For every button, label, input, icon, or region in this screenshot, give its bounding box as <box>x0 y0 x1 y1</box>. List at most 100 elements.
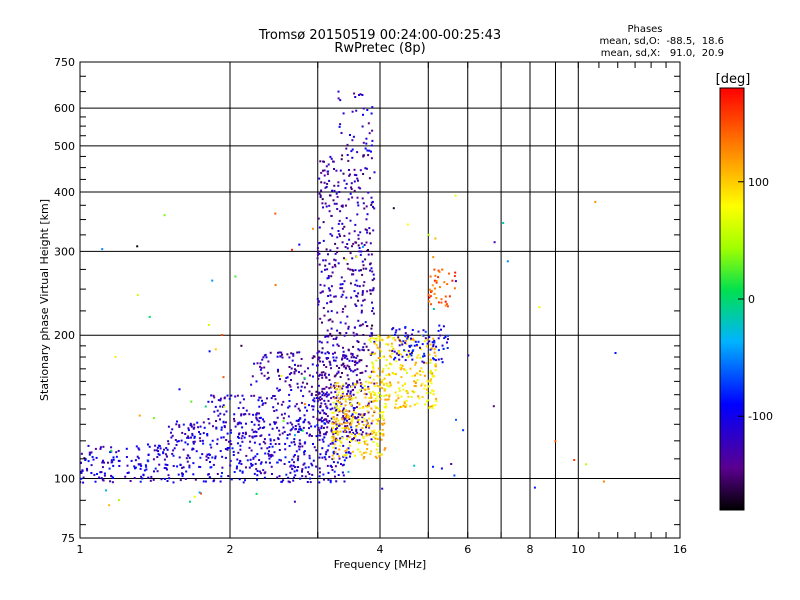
data-point <box>398 389 401 392</box>
data-point <box>375 457 378 460</box>
stats-heading: Phases <box>627 24 662 35</box>
data-point <box>365 451 368 454</box>
data-point <box>437 301 440 304</box>
data-point <box>337 474 340 476</box>
data-point <box>257 423 260 426</box>
data-point <box>369 262 372 265</box>
data-point <box>175 423 178 426</box>
data-point <box>361 348 364 351</box>
data-point <box>291 248 293 251</box>
data-point <box>308 427 310 430</box>
data-point <box>448 272 450 275</box>
data-point <box>229 429 232 432</box>
data-point <box>147 454 150 456</box>
data-point <box>353 173 356 176</box>
data-point <box>223 406 226 408</box>
data-point <box>332 199 335 202</box>
data-point <box>420 348 423 351</box>
data-point <box>287 480 290 483</box>
data-point <box>328 373 330 376</box>
data-point <box>331 421 334 424</box>
data-point <box>323 399 326 402</box>
data-point <box>433 351 436 354</box>
data-point <box>308 434 311 437</box>
data-point <box>326 449 329 452</box>
data-point <box>435 297 438 300</box>
data-point <box>365 439 368 442</box>
data-point <box>370 201 373 204</box>
data-point <box>316 253 319 256</box>
data-point <box>279 355 282 358</box>
data-point <box>224 456 227 459</box>
data-point <box>323 314 326 317</box>
data-point <box>356 201 359 204</box>
data-point <box>318 226 321 229</box>
data-point <box>336 372 339 375</box>
data-point <box>317 358 320 361</box>
data-point <box>269 351 272 354</box>
data-point <box>239 460 242 463</box>
data-point <box>325 405 328 408</box>
data-point <box>157 453 160 456</box>
data-point <box>254 430 257 433</box>
data-point <box>171 434 174 437</box>
data-point <box>262 440 265 443</box>
data-point <box>336 311 339 314</box>
data-point <box>351 139 354 142</box>
data-point <box>334 259 337 262</box>
data-point <box>345 382 348 385</box>
data-point <box>327 399 330 402</box>
data-point <box>323 174 326 177</box>
data-point <box>226 394 229 397</box>
data-point <box>198 431 200 433</box>
data-point <box>359 93 362 96</box>
data-point <box>431 372 434 375</box>
data-point <box>297 457 300 460</box>
data-point <box>327 310 330 313</box>
data-point <box>219 418 221 421</box>
data-point <box>304 475 307 478</box>
data-point <box>350 398 353 401</box>
data-point <box>332 401 335 404</box>
data-point <box>316 400 319 403</box>
data-point <box>350 296 353 299</box>
data-point <box>378 335 381 338</box>
data-point <box>130 459 133 462</box>
data-point <box>336 426 339 429</box>
data-point <box>201 439 204 442</box>
data-point <box>362 424 365 426</box>
data-point <box>326 329 329 332</box>
data-point <box>164 478 166 480</box>
data-point <box>336 343 339 346</box>
data-point <box>202 432 205 435</box>
data-point <box>295 369 298 372</box>
data-point <box>442 347 445 350</box>
data-point <box>221 466 224 469</box>
data-point <box>328 420 331 422</box>
data-point <box>223 396 226 399</box>
data-point <box>358 94 360 96</box>
data-point <box>370 396 373 399</box>
data-point <box>319 434 322 437</box>
data-point <box>371 200 374 203</box>
data-point <box>416 379 419 382</box>
data-point <box>357 419 360 422</box>
data-point <box>427 399 430 402</box>
data-point <box>371 270 374 273</box>
data-point <box>332 396 335 398</box>
data-point <box>263 366 266 369</box>
data-point <box>309 477 311 480</box>
data-point <box>356 361 359 364</box>
data-point <box>350 426 353 429</box>
data-point <box>467 354 470 357</box>
data-point <box>317 384 320 387</box>
data-point <box>354 283 357 286</box>
data-point <box>353 326 356 329</box>
data-point <box>189 500 191 503</box>
data-point <box>319 396 322 399</box>
data-point <box>362 202 365 205</box>
data-point <box>357 244 360 247</box>
data-point <box>373 340 376 343</box>
data-point <box>240 422 243 425</box>
data-point <box>90 472 93 474</box>
